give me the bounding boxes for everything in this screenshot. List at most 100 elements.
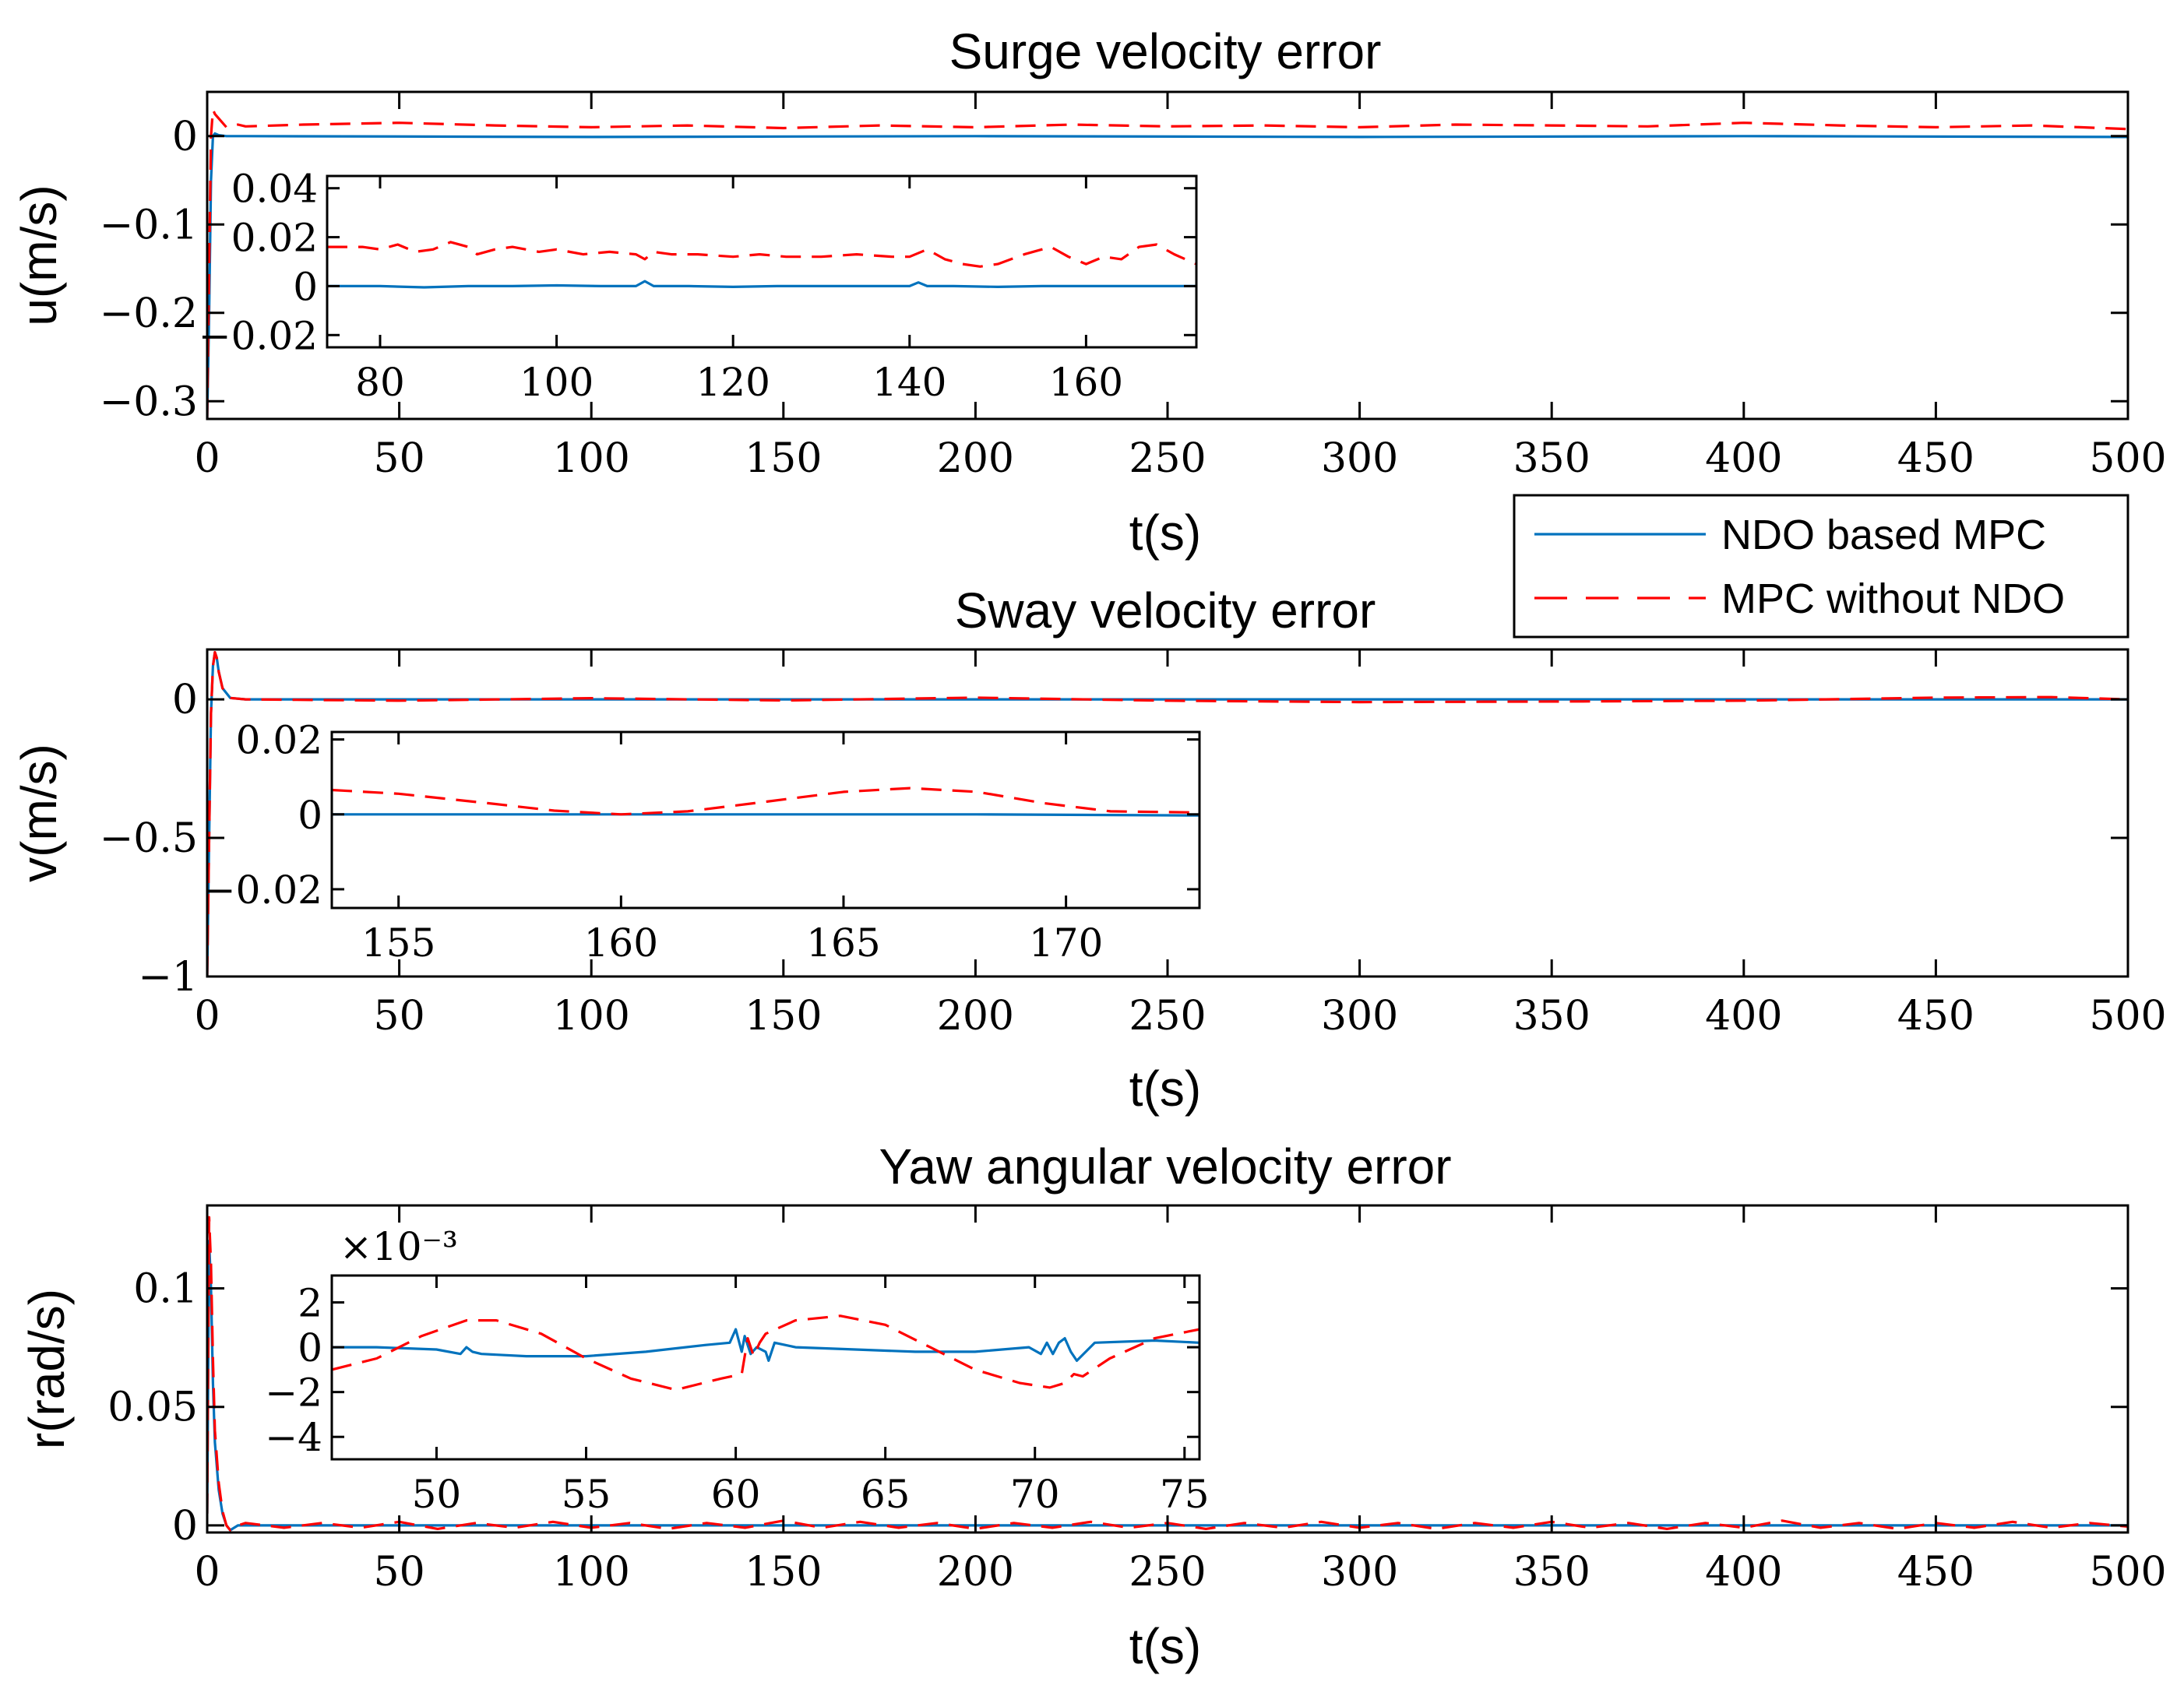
yaw-inset-multiplier: ×10⁻³: [340, 1224, 458, 1269]
surge-ytick-label: −0.3: [100, 378, 198, 425]
yaw-inset-xtick-label: 50: [412, 1472, 462, 1517]
yaw-xtick-label: 200: [937, 1549, 1014, 1596]
yaw-ytick-label: 0.05: [107, 1385, 198, 1431]
sway-series-mpc-without-ndo: [207, 651, 2128, 976]
sway-xtick-label: 50: [374, 993, 425, 1040]
surge-inset-xtick-label: 100: [520, 360, 594, 405]
yaw-inset-frame: [330, 1274, 1201, 1461]
surge-inset-xtick-label: 140: [872, 360, 946, 405]
yaw-xtick-label: 350: [1513, 1549, 1590, 1596]
surge-xtick-label: 400: [1705, 435, 1782, 482]
sway-title: Sway velocity error: [955, 582, 1376, 639]
sway-xtick-label: 500: [2089, 993, 2166, 1040]
yaw-inset-xtick-label: 75: [1160, 1472, 1210, 1517]
legend-label-mpc-without-ndo: MPC without NDO: [1721, 575, 2065, 622]
yaw-inset-xtick-label: 70: [1010, 1472, 1060, 1517]
surge-inset-ytick-label: −0.02: [199, 313, 318, 358]
yaw-inset-ytick-label: 2: [298, 1281, 322, 1326]
yaw-xtick-label: 300: [1321, 1549, 1398, 1596]
sway-xtick-label: 200: [937, 993, 1014, 1040]
yaw-xtick-label: 500: [2089, 1549, 2166, 1596]
surge-inset-ytick-label: 0.02: [231, 216, 318, 261]
surge-inset-series-mpc-without-ndo: [327, 241, 1196, 268]
sway-ytick-label: −1: [138, 954, 198, 1001]
yaw-series-mpc-without-ndo: [207, 1216, 2128, 1532]
surge-inset-plot-area: [327, 176, 1196, 347]
legend: NDO based MPC MPC without NDO: [1513, 494, 2129, 639]
yaw-inset: 50 55 60 65 70 75 −4−202 ×10⁻³: [265, 1224, 1209, 1517]
surge-inset-frame: [326, 174, 1198, 349]
surge-title: Surge velocity error: [949, 23, 1382, 79]
yaw-ylabel: r(rad/s): [19, 1289, 75, 1449]
sway-inset-xtick-label: 160: [584, 920, 658, 966]
surge-ytick-label: 0: [172, 114, 198, 160]
yaw-inset-series-group: [332, 1314, 1199, 1392]
surge-inset-series-group: [327, 241, 1196, 289]
sway-ytick-label: −0.5: [100, 815, 198, 862]
surge-panel: Surge velocity error t(s) u(m/s) 0 50 100 150 2…: [11, 23, 2167, 561]
yaw-xtick-label: 400: [1705, 1549, 1782, 1596]
surge-xtick-label: 50: [374, 435, 425, 482]
legend-label-ndo-based-mpc: NDO based MPC: [1721, 512, 2046, 558]
surge-xtick-label: 300: [1321, 435, 1398, 482]
sway-inset-frame: [330, 730, 1201, 910]
surge-xtick-label: 150: [745, 435, 822, 482]
surge-series-mpc-without-ndo: [207, 108, 2128, 419]
sway-xtick-label: 100: [553, 993, 630, 1040]
sway-ytick-label: 0: [172, 677, 198, 723]
yaw-inset-xtick-label: 60: [711, 1472, 761, 1517]
yaw-xtick-label: 50: [374, 1549, 425, 1596]
surge-ytick-label: −0.2: [100, 290, 198, 337]
yaw-inset-ytick-label: −2: [265, 1371, 322, 1416]
yaw-inset-ytick-label: 0: [298, 1325, 322, 1371]
surge-series-group: [207, 108, 2128, 419]
yaw-inset-series-ndo-based-mpc: [332, 1328, 1199, 1362]
yaw-xlabel: t(s): [1129, 1618, 1201, 1674]
surge-xtick-label: 500: [2089, 435, 2166, 482]
sway-inset-series-mpc-without-ndo: [332, 786, 1199, 816]
legend-box: [1513, 494, 2129, 639]
surge-inset-series-ndo-based-mpc: [327, 280, 1196, 289]
yaw-xtick-label: 450: [1897, 1549, 1974, 1596]
sway-xtick-label: 150: [745, 993, 822, 1040]
yaw-ytick-label: 0: [172, 1503, 198, 1550]
sway-xtick-label: 400: [1705, 993, 1782, 1040]
sway-inset-xtick-label: 165: [806, 920, 880, 966]
surge-inset-xtick-label: 120: [696, 360, 770, 405]
yaw-title: Yaw angular velocity error: [879, 1138, 1451, 1195]
surge-xtick-label: 350: [1513, 435, 1590, 482]
yaw-xtick-label: 250: [1129, 1549, 1206, 1596]
surge-inset-ytick-label: 0: [293, 264, 318, 309]
sway-xtick-label: 250: [1129, 993, 1206, 1040]
yaw-xtick-label: 100: [553, 1549, 630, 1596]
sway-xtick-label: 450: [1897, 993, 1974, 1040]
sway-inset-xtick-label: 155: [361, 920, 435, 966]
surge-inset-xtick-label: 160: [1049, 360, 1123, 405]
surge-xtick-label: 450: [1897, 435, 1974, 482]
sway-series-group: [207, 651, 2128, 976]
surge-series-ndo-based-mpc: [207, 132, 2128, 419]
surge-ytick-label: −0.1: [100, 202, 198, 248]
yaw-inset-plot-area: [332, 1276, 1199, 1459]
sway-ylabel: v(m/s): [11, 744, 67, 882]
surge-xlabel: t(s): [1129, 505, 1201, 561]
sway-xlabel: t(s): [1129, 1061, 1201, 1117]
sway-xtick-label: 0: [194, 993, 220, 1040]
sway-panel: Sway velocity error t(s) v(m/s) 0 50 100 150 20…: [11, 582, 2167, 1117]
surge-inset-ytick-label: 0.04: [231, 167, 318, 212]
sway-inset-ytick-label: 0.02: [236, 718, 322, 763]
sway-inset-xtick-label: 170: [1029, 920, 1103, 966]
surge-xtick-label: 0: [194, 435, 220, 482]
sway-inset-plot-area: [332, 732, 1199, 908]
yaw-inset-xtick-label: 65: [861, 1472, 911, 1517]
surge-xtick-label: 100: [553, 435, 630, 482]
yaw-ytick-label: 0.1: [133, 1266, 198, 1313]
sway-inset-ytick-label: −0.02: [203, 867, 322, 913]
sway-xtick-label: 350: [1513, 993, 1590, 1040]
sway-inset: 155 160 165 170 −0.02 0 0.02: [203, 718, 1201, 966]
surge-xtick-label: 250: [1129, 435, 1206, 482]
sway-inset-series-group: [332, 786, 1199, 817]
surge-xtick-label: 200: [937, 435, 1014, 482]
sway-inset-ytick-label: 0: [298, 793, 322, 838]
